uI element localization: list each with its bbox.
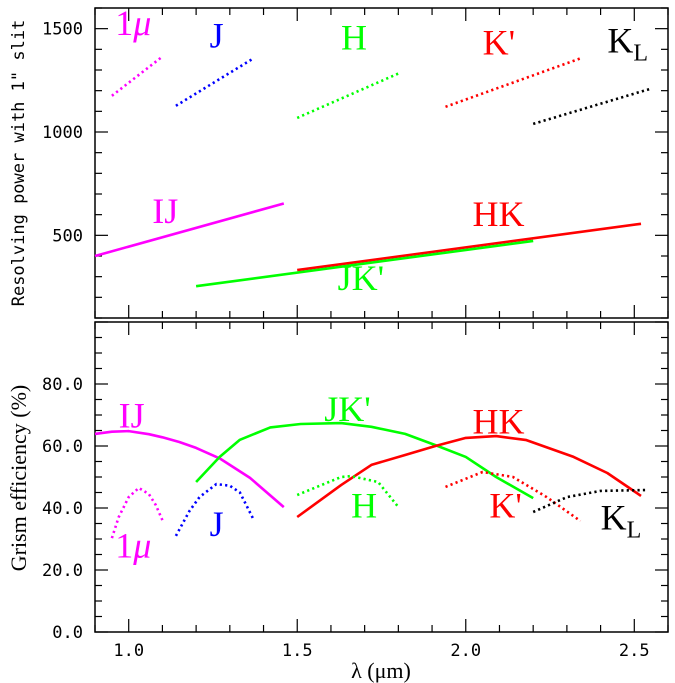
series-label-text: 1 <box>115 526 133 566</box>
series-label: JK' <box>338 258 385 298</box>
series-label-subscript: L <box>633 40 648 66</box>
y-axis-label-grism-efficiency: Grism efficiency (%) <box>6 385 31 572</box>
x-tick-label: 1.0 <box>113 641 144 661</box>
series-label: K' <box>489 485 521 525</box>
series-label: IJ <box>119 395 145 435</box>
series-line-HK-solid <box>296 434 642 519</box>
y-tick-label: 40.0 <box>42 499 83 519</box>
series-line-H-dotted <box>296 72 399 120</box>
plot-frame <box>94 7 669 319</box>
series-line-1-dotted <box>111 55 164 97</box>
series-label: 1μ <box>115 526 151 566</box>
series-label: IJ <box>152 191 178 231</box>
series-label-text: HK <box>473 402 525 442</box>
series-line-1-dotted <box>110 486 164 539</box>
series-label: J <box>210 504 224 544</box>
series-label: JK' <box>324 389 371 429</box>
y-tick-label: 80.0 <box>42 375 83 395</box>
series-line-KL-dotted <box>532 87 652 126</box>
series-line-K-dotted <box>445 57 581 109</box>
series-label-subscript: L <box>627 518 642 544</box>
x-tick-label: 2.5 <box>619 641 650 661</box>
series-label: HK <box>473 402 525 442</box>
y-tick-label: 20.0 <box>42 561 83 581</box>
series-label: KL <box>607 20 648 66</box>
y-tick-label: 1500 <box>42 20 83 40</box>
series-label: H <box>341 17 367 57</box>
series-label: HK <box>473 194 525 234</box>
y-tick-label: 0.0 <box>52 623 83 643</box>
y-tick-label: 500 <box>52 226 83 246</box>
series-label-text: 1 <box>115 3 133 43</box>
series-label-text: HK <box>473 194 525 234</box>
series-label-text: J <box>210 504 224 544</box>
series-label-text: K <box>607 20 633 60</box>
series-label-text: H <box>341 17 367 57</box>
series-line-JK-solid <box>195 421 534 500</box>
x-tick-label: 2.0 <box>450 641 481 661</box>
series-line-J-dotted <box>175 57 255 107</box>
series-label-text: JK' <box>324 389 371 429</box>
series-label-text: K' <box>483 23 515 63</box>
grism-efficiency-panel: 0.0 20.0 40.0 60.0 80.0 1.0 1.5 2.0 2.5 IJ 1μ J JK' H… <box>42 321 669 661</box>
series-label-mu: μ <box>132 3 151 43</box>
series-label-text: J <box>210 15 224 55</box>
series-label-text: IJ <box>119 395 145 435</box>
resolving-power-panel: 500 1000 1500 1μ J H K' KL IJ HK JK' <box>42 3 669 319</box>
series-label-text: H <box>351 485 377 525</box>
series-label-mu: μ <box>132 526 151 566</box>
series-line-HK-solid <box>297 222 642 272</box>
plot-frame <box>94 321 669 633</box>
x-tick-label: 1.5 <box>282 641 313 661</box>
series-label: K' <box>483 23 515 63</box>
series-label: KL <box>601 498 642 544</box>
series-label-text: IJ <box>152 191 178 231</box>
series-label-text: K' <box>489 485 521 525</box>
series-line-J-dotted <box>174 482 255 537</box>
y-axis-label-resolving-power: Resolving power with 1" slit <box>9 20 29 307</box>
series-label-text: JK' <box>338 258 385 298</box>
series-line-IJ-solid <box>94 202 285 258</box>
series-line-JK-solid <box>195 239 534 288</box>
series-label: 1μ <box>115 3 151 43</box>
x-axis-label-wavelength: λ (μm) <box>351 658 411 683</box>
y-tick-label: 1000 <box>42 123 83 143</box>
series-label: H <box>351 485 377 525</box>
y-tick-label: 60.0 <box>42 437 83 457</box>
series-line-IJ-solid <box>94 429 285 509</box>
series-line-K-dotted <box>445 470 582 523</box>
series-label-text: K <box>601 498 627 538</box>
series-label: J <box>210 15 224 55</box>
